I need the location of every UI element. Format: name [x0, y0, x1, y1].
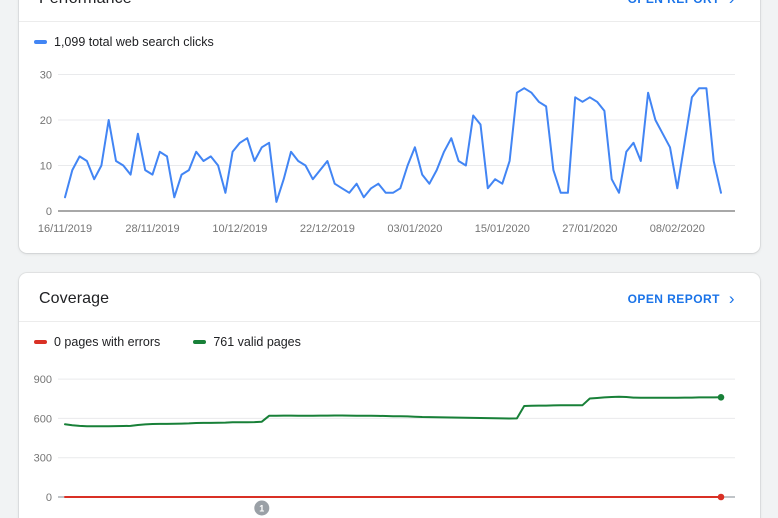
x-tick-label: 22/12/2019 — [300, 223, 355, 235]
y-tick-label: 10 — [40, 161, 52, 173]
y-tick-label: 900 — [34, 374, 52, 386]
x-tick-label: 28/11/2019 — [125, 223, 179, 235]
y-tick-label: 300 — [34, 453, 52, 465]
legend-item-errors: 0 pages with errors — [34, 335, 160, 349]
annotation-marker[interactable]: 1 — [254, 500, 270, 516]
performance-card-title: Performance — [39, 0, 132, 8]
x-tick-label: 27/01/2020 — [562, 223, 617, 235]
coverage-card-header: Coverage OPEN REPORT › — [19, 273, 760, 322]
legend-item-valid-pages: 761 valid pages — [193, 335, 301, 349]
coverage-chart[interactable]: 0 300 600 900 1 — [19, 360, 760, 518]
chevron-right-icon: › — [728, 289, 735, 308]
x-tick-label: 15/01/2020 — [475, 223, 530, 235]
x-tick-label: 03/01/2020 — [387, 223, 442, 235]
coverage-card-title: Coverage — [39, 290, 110, 307]
coverage-valid-line-end-dot — [717, 394, 725, 401]
coverage-legend: 0 pages with errors 761 valid pages — [34, 335, 301, 349]
clicks-series-dash-icon — [34, 40, 47, 44]
legend-item-total-clicks: 1,099 total web search clicks — [34, 35, 214, 49]
coverage-open-report-link[interactable]: OPEN REPORT › — [628, 290, 735, 308]
performance-plot-area[interactable]: 0 10 20 30 16/11/2019 28/11/2019 10/12/2019 22/… — [19, 60, 760, 256]
open-report-label: OPEN REPORT — [628, 0, 720, 8]
y-tick-label: 20 — [40, 115, 52, 127]
x-tick-label: 08/02/2020 — [650, 223, 705, 235]
coverage-valid-line[interactable] — [64, 395, 722, 428]
x-tick-label: 16/11/2019 — [38, 223, 92, 235]
y-tick-label: 0 — [46, 206, 52, 218]
performance-chart[interactable]: 0 10 20 30 16/11/2019 28/11/2019 10/12/2019 22/… — [19, 60, 760, 261]
y-tick-label: 30 — [40, 70, 52, 82]
performance-legend: 1,099 total web search clicks — [34, 35, 214, 49]
errors-series-dash-icon — [34, 340, 47, 344]
coverage-plot-area[interactable]: 0 300 600 900 1 — [19, 360, 760, 518]
performance-card: Performance OPEN REPORT › 1,099 total we… — [19, 0, 760, 253]
legend-label: 1,099 total web search clicks — [54, 35, 214, 49]
coverage-errors-line-end-dot — [717, 493, 725, 501]
chevron-right-icon: › — [729, 0, 735, 7]
open-report-label: OPEN REPORT — [627, 292, 720, 306]
legend-label: 761 valid pages — [213, 335, 301, 349]
legend-label: 0 pages with errors — [54, 335, 161, 349]
y-tick-label: 0 — [46, 492, 52, 504]
valid-series-dash-icon — [193, 340, 207, 344]
performance-clicks-line[interactable] — [64, 87, 722, 203]
coverage-card: Coverage OPEN REPORT › 0 pages with erro… — [19, 273, 760, 518]
performance-card-header: Performance OPEN REPORT › — [19, 0, 760, 22]
annotation-label: 1 — [259, 504, 264, 514]
performance-open-report-link[interactable]: OPEN REPORT › — [628, 0, 735, 8]
y-tick-label: 600 — [34, 413, 52, 425]
x-tick-label: 10/12/2019 — [212, 223, 267, 235]
